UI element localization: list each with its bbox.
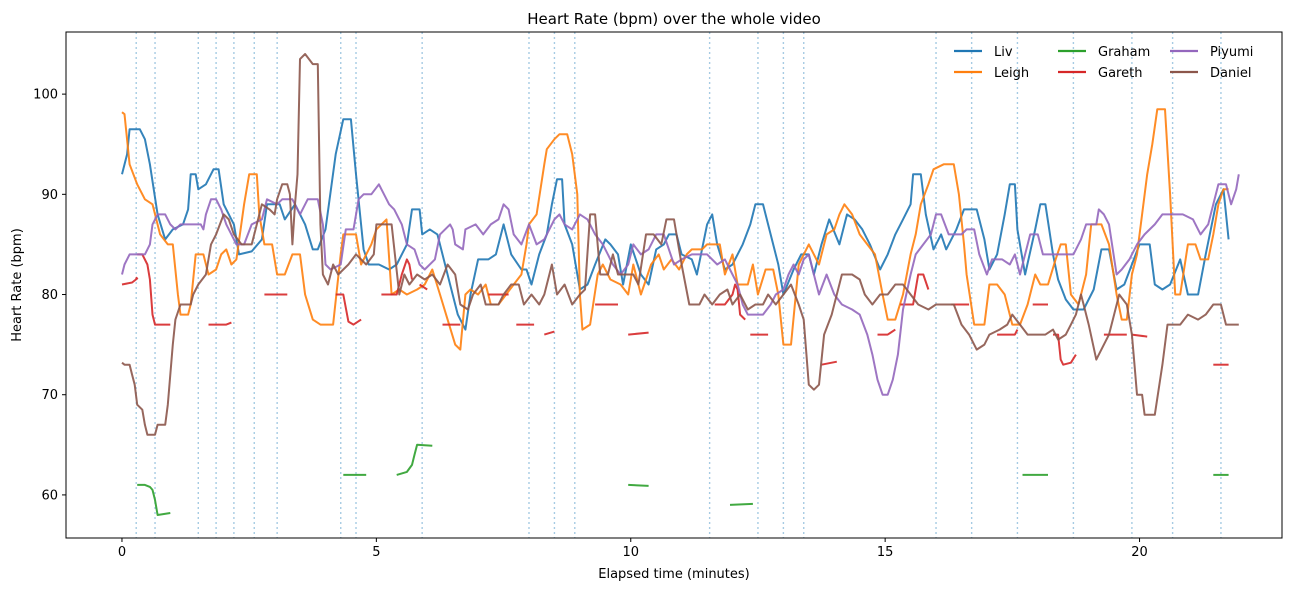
- chart-title: Heart Rate (bpm) over the whole video: [527, 10, 821, 28]
- series-line-gareth: [544, 330, 555, 336]
- series-line-gareth: [821, 360, 837, 366]
- series-leigh: [121, 108, 1229, 351]
- series-line-gareth: [877, 328, 896, 336]
- x-tick-label: 5: [372, 545, 380, 560]
- legend-label-gareth: Gareth: [1098, 66, 1142, 81]
- series-line-gareth: [335, 293, 362, 326]
- x-tick-label: 0: [118, 545, 126, 560]
- series-line-daniel: [121, 53, 1239, 436]
- series-line-graham: [137, 483, 171, 516]
- series-line-gareth: [628, 331, 649, 336]
- y-tick-label: 60: [41, 488, 58, 503]
- legend-label-leigh: Leigh: [994, 66, 1029, 81]
- y-tick-label: 90: [41, 188, 58, 203]
- series-line-leigh: [121, 108, 1229, 351]
- legend-label-graham: Graham: [1098, 45, 1150, 60]
- legend: Liv Leigh Graham Gareth Piyumi Daniel: [954, 45, 1253, 81]
- y-tick-label: 100: [33, 88, 58, 103]
- series-layer: [121, 53, 1240, 516]
- x-axis: 0 5 10 15 20: [118, 538, 1148, 560]
- series-gareth: [121, 253, 1229, 366]
- series-line-gareth: [1131, 333, 1148, 338]
- y-axis: 60 70 80 90 100: [33, 88, 66, 503]
- series-line-graham: [729, 502, 753, 506]
- series-line-gareth: [419, 283, 428, 291]
- series-line-gareth: [208, 321, 232, 326]
- series-line-gareth: [1053, 333, 1077, 366]
- y-tick-label: 80: [41, 288, 58, 303]
- series-line-gareth: [997, 329, 1019, 336]
- legend-label-piyumi: Piyumi: [1210, 45, 1253, 60]
- series-line-gareth: [714, 283, 746, 321]
- series-line-graham: [396, 443, 433, 476]
- series-line-gareth: [121, 276, 139, 286]
- event-markers: [135, 32, 1222, 538]
- x-tick-label: 15: [877, 545, 894, 560]
- x-tick-label: 10: [622, 545, 639, 560]
- y-axis-label: Heart Rate (bpm): [10, 228, 25, 342]
- y-tick-label: 70: [41, 388, 58, 403]
- series-line-graham: [628, 483, 649, 487]
- x-tick-label: 20: [1131, 545, 1148, 560]
- legend-label-liv: Liv: [994, 45, 1013, 60]
- plot-frame: [65, 31, 1283, 539]
- x-axis-label: Elapsed time (minutes): [598, 567, 749, 582]
- series-daniel: [121, 53, 1239, 436]
- legend-label-daniel: Daniel: [1210, 66, 1251, 81]
- series-graham: [137, 443, 1229, 516]
- series-line-gareth: [381, 258, 413, 296]
- series-line-gareth: [900, 273, 930, 306]
